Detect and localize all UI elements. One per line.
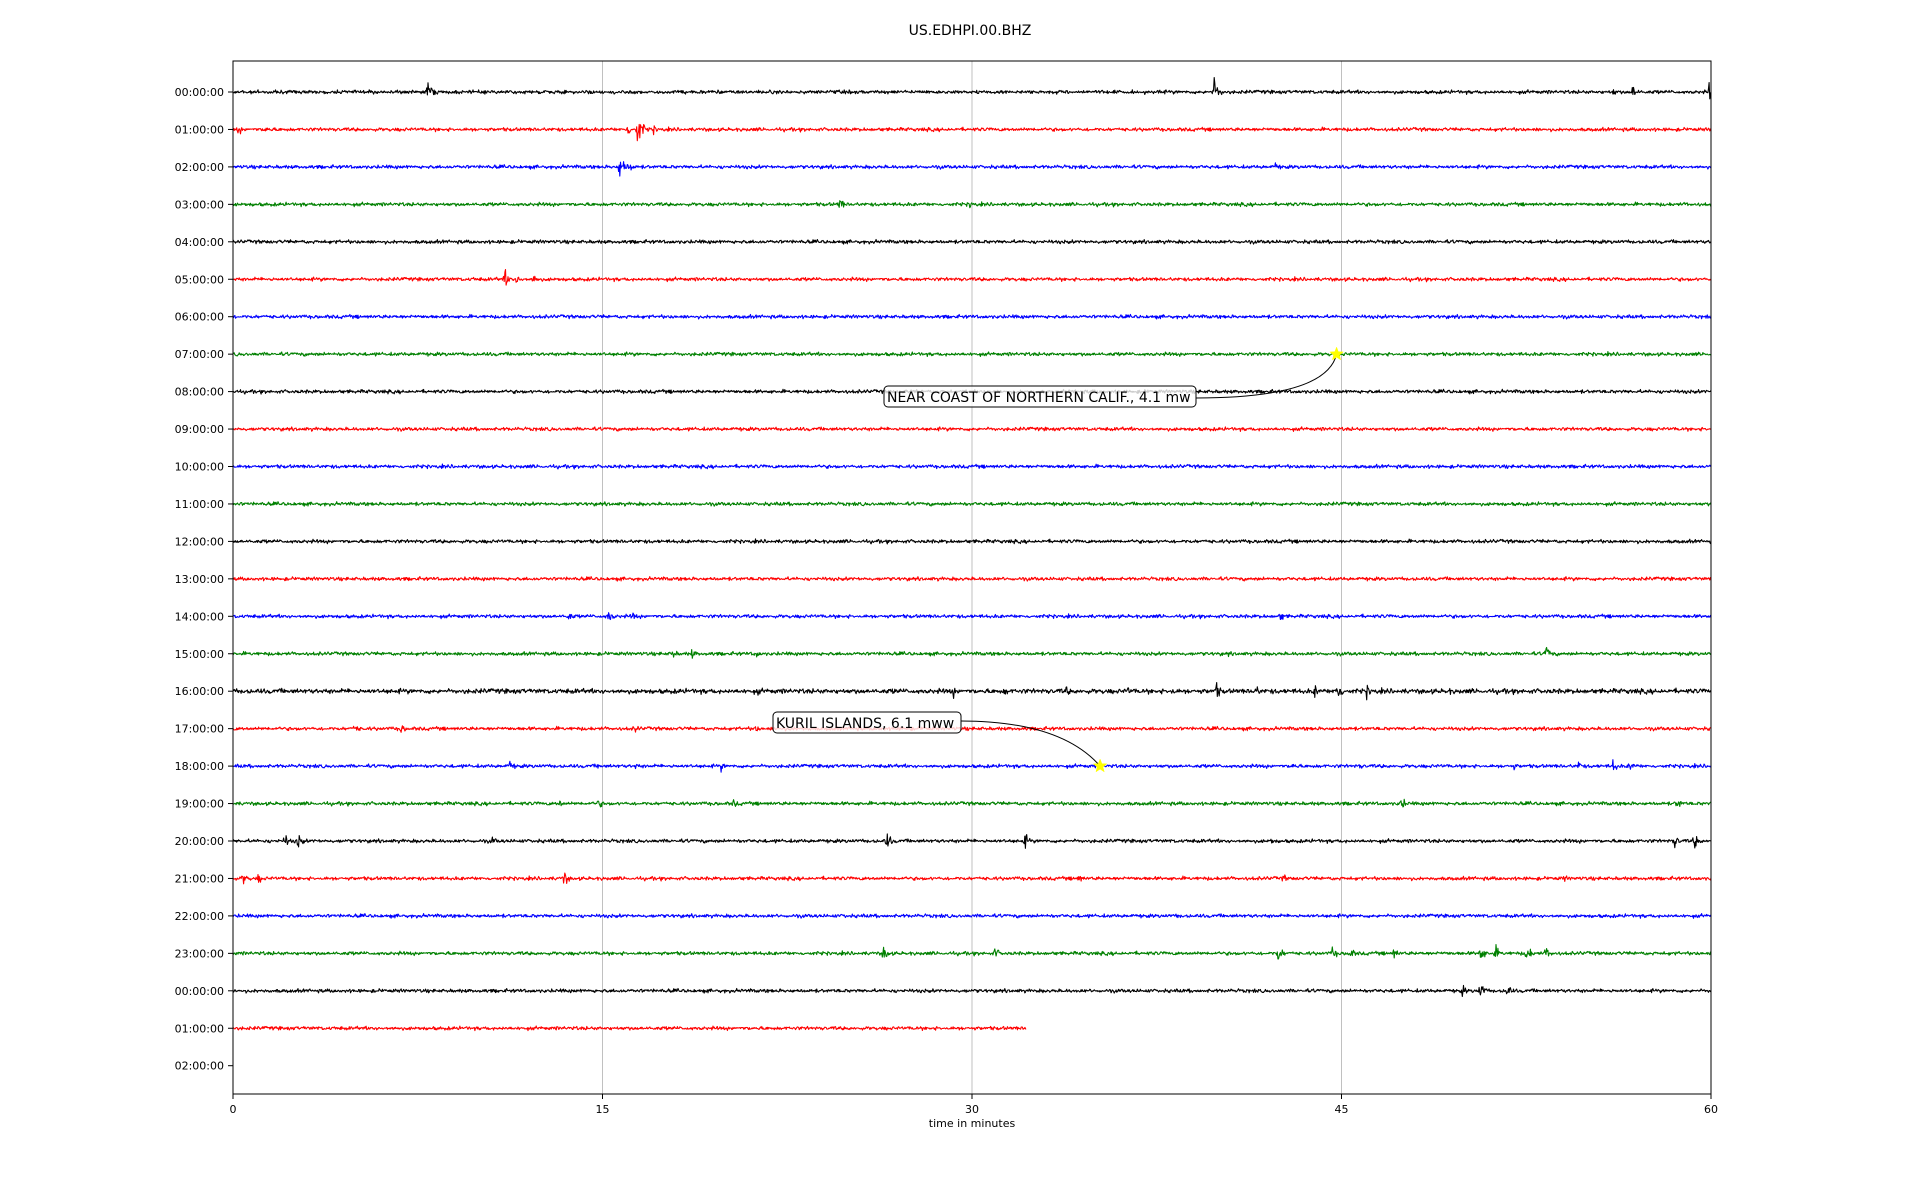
row-time-label: 22:00:00 [175,910,224,923]
row-time-label: 18:00:00 [175,760,224,773]
row-time-label: 02:00:00 [175,1060,224,1073]
row-time-label: 02:00:00 [175,161,224,174]
row-time-label: 01:00:00 [175,123,224,136]
annotation-connector [1195,354,1338,399]
row-time-label: 14:00:00 [175,610,224,623]
event-star-icon [1092,758,1108,773]
x-axis-ticks: 0 15 30 45 60 [230,1094,1718,1116]
row-time-label: 04:00:00 [175,236,224,249]
seismic-trace-row-15 [232,646,1712,659]
seismic-trace-row-18 [232,759,1712,773]
seismic-trace-row-10 [232,463,1712,470]
x-tick-label: 45 [1335,1103,1349,1116]
row-time-labels: 00:00:00 01:00:00 02:00:00 03:00:00 04:00:00… [175,86,233,1073]
row-time-label: 06:00:00 [175,311,224,324]
seismic-trace-row-21 [232,872,1712,885]
row-time-label: 00:00:00 [175,985,224,998]
row-time-label: 17:00:00 [175,723,224,736]
seismic-trace-row-20 [232,833,1712,849]
x-axis-label: time in minutes [929,1117,1016,1130]
x-tick-label: 30 [965,1103,979,1116]
annotation-label: KURIL ISLANDS, 6.1 mww [776,716,954,732]
seismic-trace-row-16 [232,682,1712,701]
x-tick-label: 60 [1704,1103,1718,1116]
seismic-trace-row-23 [232,943,1712,960]
seismic-trace-row-11 [232,501,1712,507]
seismic-trace-row-1 [232,123,1712,142]
chart-title: US.EDHPI.00.BHZ [909,23,1032,39]
seismic-trace-row-13 [232,576,1712,582]
row-time-label: 08:00:00 [175,386,224,399]
row-time-label: 05:00:00 [175,273,224,286]
annotation-box [772,711,962,734]
row-time-label: 21:00:00 [175,872,224,885]
seismic-trace-row-25 [232,1025,1027,1032]
seismic-trace-row-12 [232,538,1712,545]
seismic-trace-row-19 [232,798,1712,808]
x-tick-label: 0 [230,1103,237,1116]
seismic-trace-row-17 [232,725,1712,733]
row-time-label: 19:00:00 [175,798,224,811]
row-time-label: 09:00:00 [175,423,224,436]
seismic-trace-row-7 [232,351,1712,358]
trace-layer [232,76,1712,1032]
row-time-label: 03:00:00 [175,198,224,211]
row-time-label: 10:00:00 [175,461,224,474]
seismic-trace-row-0 [232,76,1712,100]
row-time-label: 16:00:00 [175,685,224,698]
seismic-trace-row-5 [232,268,1712,286]
row-time-label: 13:00:00 [175,573,224,586]
seismic-trace-row-22 [232,913,1712,919]
seismic-trace-row-9 [232,426,1712,432]
seismic-trace-row-2 [232,161,1712,177]
seismic-trace-row-4 [232,238,1712,245]
row-time-label: 11:00:00 [175,498,224,511]
row-time-label: 20:00:00 [175,835,224,848]
event-star-icon [1329,346,1344,361]
row-time-label: 15:00:00 [175,648,224,661]
seismic-trace-row-24 [232,984,1712,998]
seismic-trace-row-14 [233,612,1712,621]
row-time-label: 12:00:00 [175,535,224,548]
plot-frame [232,60,1712,1095]
row-time-label: 07:00:00 [175,348,224,361]
row-time-label: 23:00:00 [175,947,224,960]
seismic-trace-row-6 [232,313,1712,320]
seismic-trace-row-3 [232,200,1712,209]
annotation-box [883,385,1197,408]
x-tick-label: 15 [596,1103,610,1116]
event-annotations: NEAR COAST OF NORTHERN CALIF., 4.1 mw KUR… [772,346,1344,773]
row-time-label: 01:00:00 [175,1022,224,1035]
row-time-label: 00:00:00 [175,86,224,99]
annotation-label: NEAR COAST OF NORTHERN CALIF., 4.1 mw [887,390,1191,406]
annotation-connector [960,720,1101,767]
